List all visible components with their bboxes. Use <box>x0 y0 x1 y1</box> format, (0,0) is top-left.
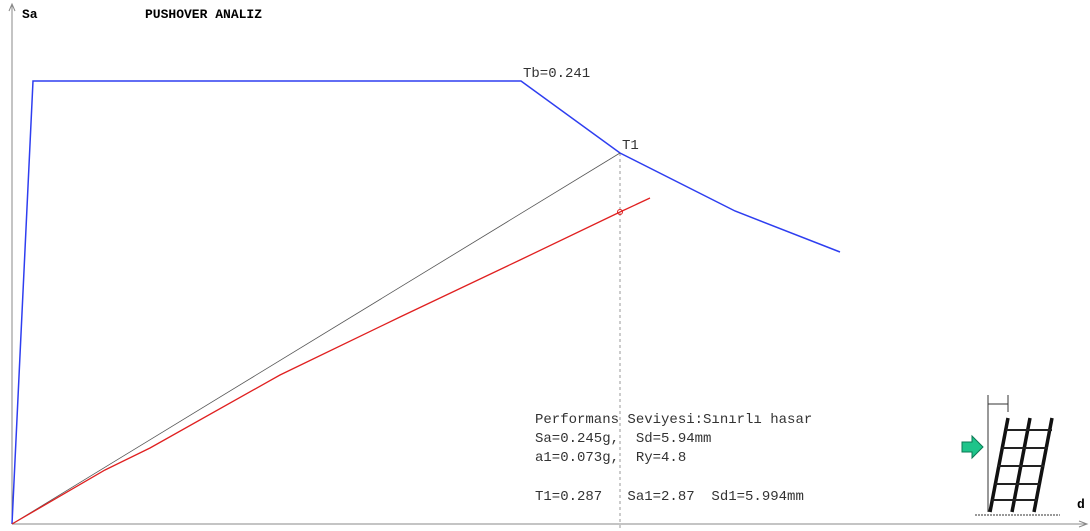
performance-point <box>617 209 623 215</box>
y-arrow <box>8 2 16 12</box>
y-label: Sa <box>22 7 38 22</box>
tb-label: Tb=0.241 <box>523 66 590 82</box>
title: PUSHOVER ANALIZ <box>145 7 262 22</box>
spectrum-curve <box>11 80 841 525</box>
info-line: Performans Seviyesi:Sınırlı hasar <box>535 412 812 428</box>
info-line: Sa=0.245g, Sd=5.94mm <box>535 431 711 447</box>
capacity-curve <box>11 197 651 525</box>
x-arrow <box>1078 520 1089 528</box>
x-label: d <box>1077 497 1085 512</box>
info-line: T1=0.287 Sa1=2.87 Sd1=5.994mm <box>535 489 804 505</box>
elastic-line <box>11 152 621 525</box>
t1-label: T1 <box>622 138 639 154</box>
building-icon <box>961 395 1060 516</box>
info-line: a1=0.073g, Ry=4.8 <box>535 450 686 466</box>
